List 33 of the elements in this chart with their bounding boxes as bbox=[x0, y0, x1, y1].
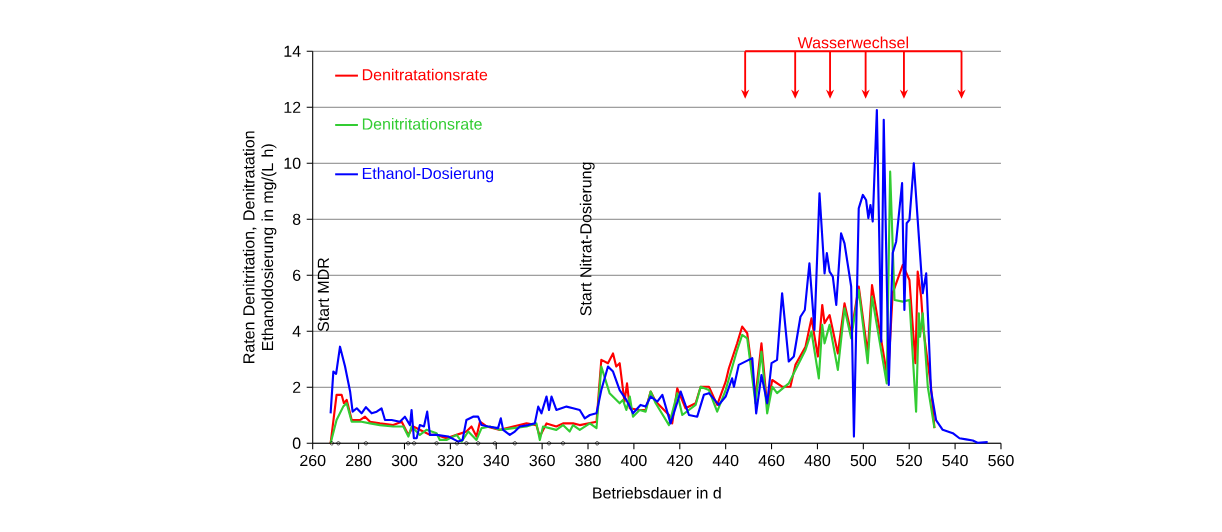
x-tick-label: 460 bbox=[758, 454, 785, 467]
x-tick-label: 400 bbox=[620, 454, 647, 467]
x-tick-label: 300 bbox=[391, 454, 418, 467]
x-tick-label: 280 bbox=[346, 454, 372, 467]
y-tick-label: 10 bbox=[284, 157, 301, 169]
x-tick-label: 480 bbox=[804, 454, 831, 467]
y-tick-label: 4 bbox=[292, 325, 301, 337]
annotation: Start Nitrat-Dosierung bbox=[579, 162, 595, 316]
x-tick-label: 360 bbox=[529, 454, 555, 467]
legend-label: Ethanol-Dosierung bbox=[362, 167, 494, 183]
x-tick-label: 540 bbox=[942, 454, 968, 467]
legend-label: Denitritationsrate bbox=[362, 117, 482, 130]
annotation: Start MDR bbox=[317, 258, 329, 332]
y-axis-title: Raten Denitritation, Denitratation Ethanoldosierung in mg/(L h) bbox=[242, 131, 277, 363]
x-tick-label: 380 bbox=[575, 454, 601, 467]
x-tick-label: 440 bbox=[712, 454, 739, 467]
x-tick-label: 560 bbox=[988, 454, 1014, 467]
legend-label: Denitratationsrate bbox=[362, 68, 488, 81]
x-tick-label: 320 bbox=[437, 454, 464, 467]
y-tick-label: 2 bbox=[293, 381, 301, 393]
y-tick-label: 6 bbox=[293, 269, 301, 281]
x-axis-title: Betriebsdauer in d bbox=[593, 486, 721, 499]
text: Wasserwechsel bbox=[797, 36, 908, 49]
line-series bbox=[329, 109, 989, 444]
y-tick-label: 0 bbox=[292, 437, 301, 449]
x-tick-label: 520 bbox=[896, 454, 922, 467]
x-tick-label: 340 bbox=[483, 454, 509, 467]
y-tick-label: 14 bbox=[284, 45, 301, 57]
x-tick-label: 500 bbox=[850, 454, 877, 467]
y-tick-label: 12 bbox=[284, 101, 301, 113]
x-tick-label: 420 bbox=[666, 454, 693, 467]
y-tick-label: 8 bbox=[292, 213, 301, 225]
x-tick-label: 260 bbox=[300, 454, 326, 467]
